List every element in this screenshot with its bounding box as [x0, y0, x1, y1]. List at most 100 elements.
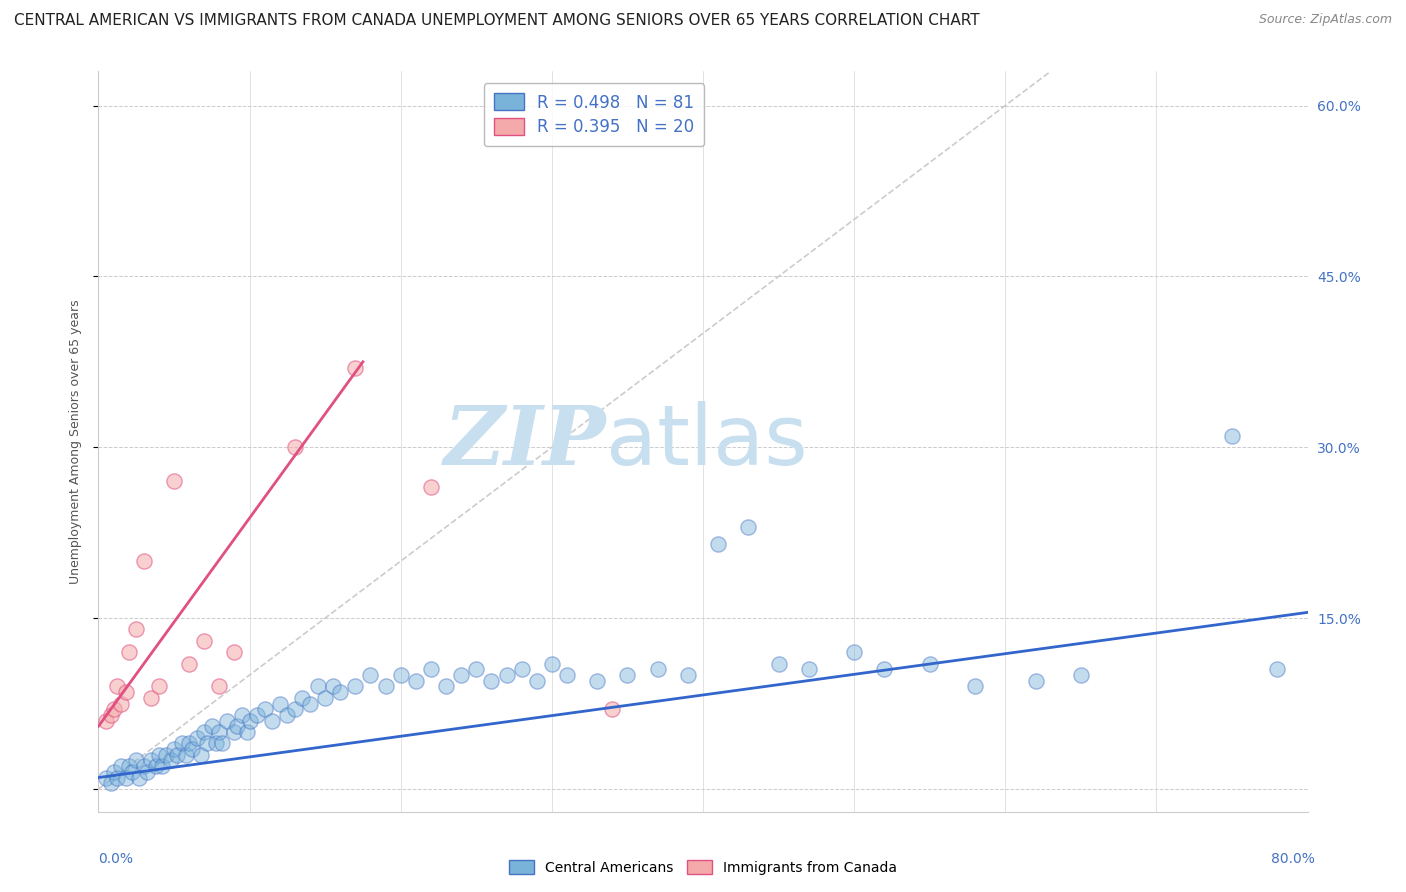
Point	[163, 742, 186, 756]
Point	[215, 714, 238, 728]
Point	[105, 680, 128, 694]
Point	[193, 725, 215, 739]
Point	[616, 668, 638, 682]
Point	[110, 759, 132, 773]
Point	[148, 680, 170, 694]
Point	[768, 657, 790, 671]
Point	[125, 754, 148, 768]
Point	[647, 662, 669, 676]
Point	[495, 668, 517, 682]
Point	[205, 736, 228, 750]
Point	[125, 623, 148, 637]
Point	[103, 764, 125, 779]
Point	[262, 714, 284, 728]
Point	[208, 725, 231, 739]
Point	[481, 673, 503, 688]
Point	[737, 520, 759, 534]
Point	[114, 685, 136, 699]
Point	[526, 673, 548, 688]
Point	[322, 680, 344, 694]
Point	[208, 680, 231, 694]
Point	[284, 702, 307, 716]
Point	[676, 668, 699, 682]
Point	[174, 747, 197, 762]
Point	[201, 719, 224, 733]
Point	[160, 754, 183, 768]
Point	[253, 702, 276, 716]
Point	[135, 764, 157, 779]
Point	[420, 480, 443, 494]
Point	[94, 771, 117, 785]
Point	[965, 680, 987, 694]
Point	[269, 697, 291, 711]
Point	[434, 680, 457, 694]
Point	[307, 680, 329, 694]
Point	[150, 759, 173, 773]
Point	[179, 657, 201, 671]
Point	[291, 690, 314, 705]
Point	[141, 754, 163, 768]
Point	[602, 702, 624, 716]
Point	[193, 633, 215, 648]
Text: 80.0%: 80.0%	[1271, 852, 1315, 866]
Point	[141, 690, 163, 705]
Point	[1024, 673, 1046, 688]
Point	[103, 702, 125, 716]
Point	[873, 662, 896, 676]
Point	[132, 759, 155, 773]
Point	[114, 771, 136, 785]
Point	[128, 771, 150, 785]
Point	[170, 736, 193, 750]
Legend: R = 0.498   N = 81, R = 0.395   N = 20: R = 0.498 N = 81, R = 0.395 N = 20	[484, 83, 704, 146]
Point	[1267, 662, 1289, 676]
Point	[211, 736, 233, 750]
Point	[510, 662, 533, 676]
Point	[224, 725, 246, 739]
Point	[329, 685, 352, 699]
Point	[276, 707, 298, 722]
Point	[166, 747, 188, 762]
Point	[121, 764, 143, 779]
Text: 0.0%: 0.0%	[98, 852, 134, 866]
Point	[465, 662, 488, 676]
Point	[246, 707, 269, 722]
Y-axis label: Unemployment Among Seniors over 65 years: Unemployment Among Seniors over 65 years	[69, 299, 82, 584]
Point	[405, 673, 427, 688]
Point	[797, 662, 820, 676]
Point	[1070, 668, 1092, 682]
Point	[163, 475, 186, 489]
Point	[360, 668, 382, 682]
Text: atlas: atlas	[606, 401, 808, 482]
Point	[226, 719, 249, 733]
Point	[420, 662, 443, 676]
Point	[239, 714, 262, 728]
Point	[179, 736, 201, 750]
Point	[231, 707, 253, 722]
Point	[284, 440, 307, 454]
Text: ZIP: ZIP	[444, 401, 606, 482]
Point	[186, 731, 208, 745]
Point	[110, 697, 132, 711]
Point	[344, 680, 367, 694]
Point	[94, 714, 117, 728]
Point	[148, 747, 170, 762]
Point	[374, 680, 396, 694]
Point	[118, 645, 141, 659]
Legend: Central Americans, Immigrants from Canada: Central Americans, Immigrants from Canad…	[503, 855, 903, 880]
Point	[100, 776, 122, 790]
Point	[190, 747, 212, 762]
Text: Source: ZipAtlas.com: Source: ZipAtlas.com	[1258, 13, 1392, 27]
Point	[132, 554, 155, 568]
Point	[155, 747, 177, 762]
Point	[145, 759, 167, 773]
Point	[195, 736, 218, 750]
Point	[100, 707, 122, 722]
Text: CENTRAL AMERICAN VS IMMIGRANTS FROM CANADA UNEMPLOYMENT AMONG SENIORS OVER 65 YE: CENTRAL AMERICAN VS IMMIGRANTS FROM CANA…	[14, 13, 980, 29]
Point	[450, 668, 472, 682]
Point	[105, 771, 128, 785]
Point	[118, 759, 141, 773]
Point	[707, 537, 730, 551]
Point	[344, 360, 367, 375]
Point	[540, 657, 562, 671]
Point	[299, 697, 322, 711]
